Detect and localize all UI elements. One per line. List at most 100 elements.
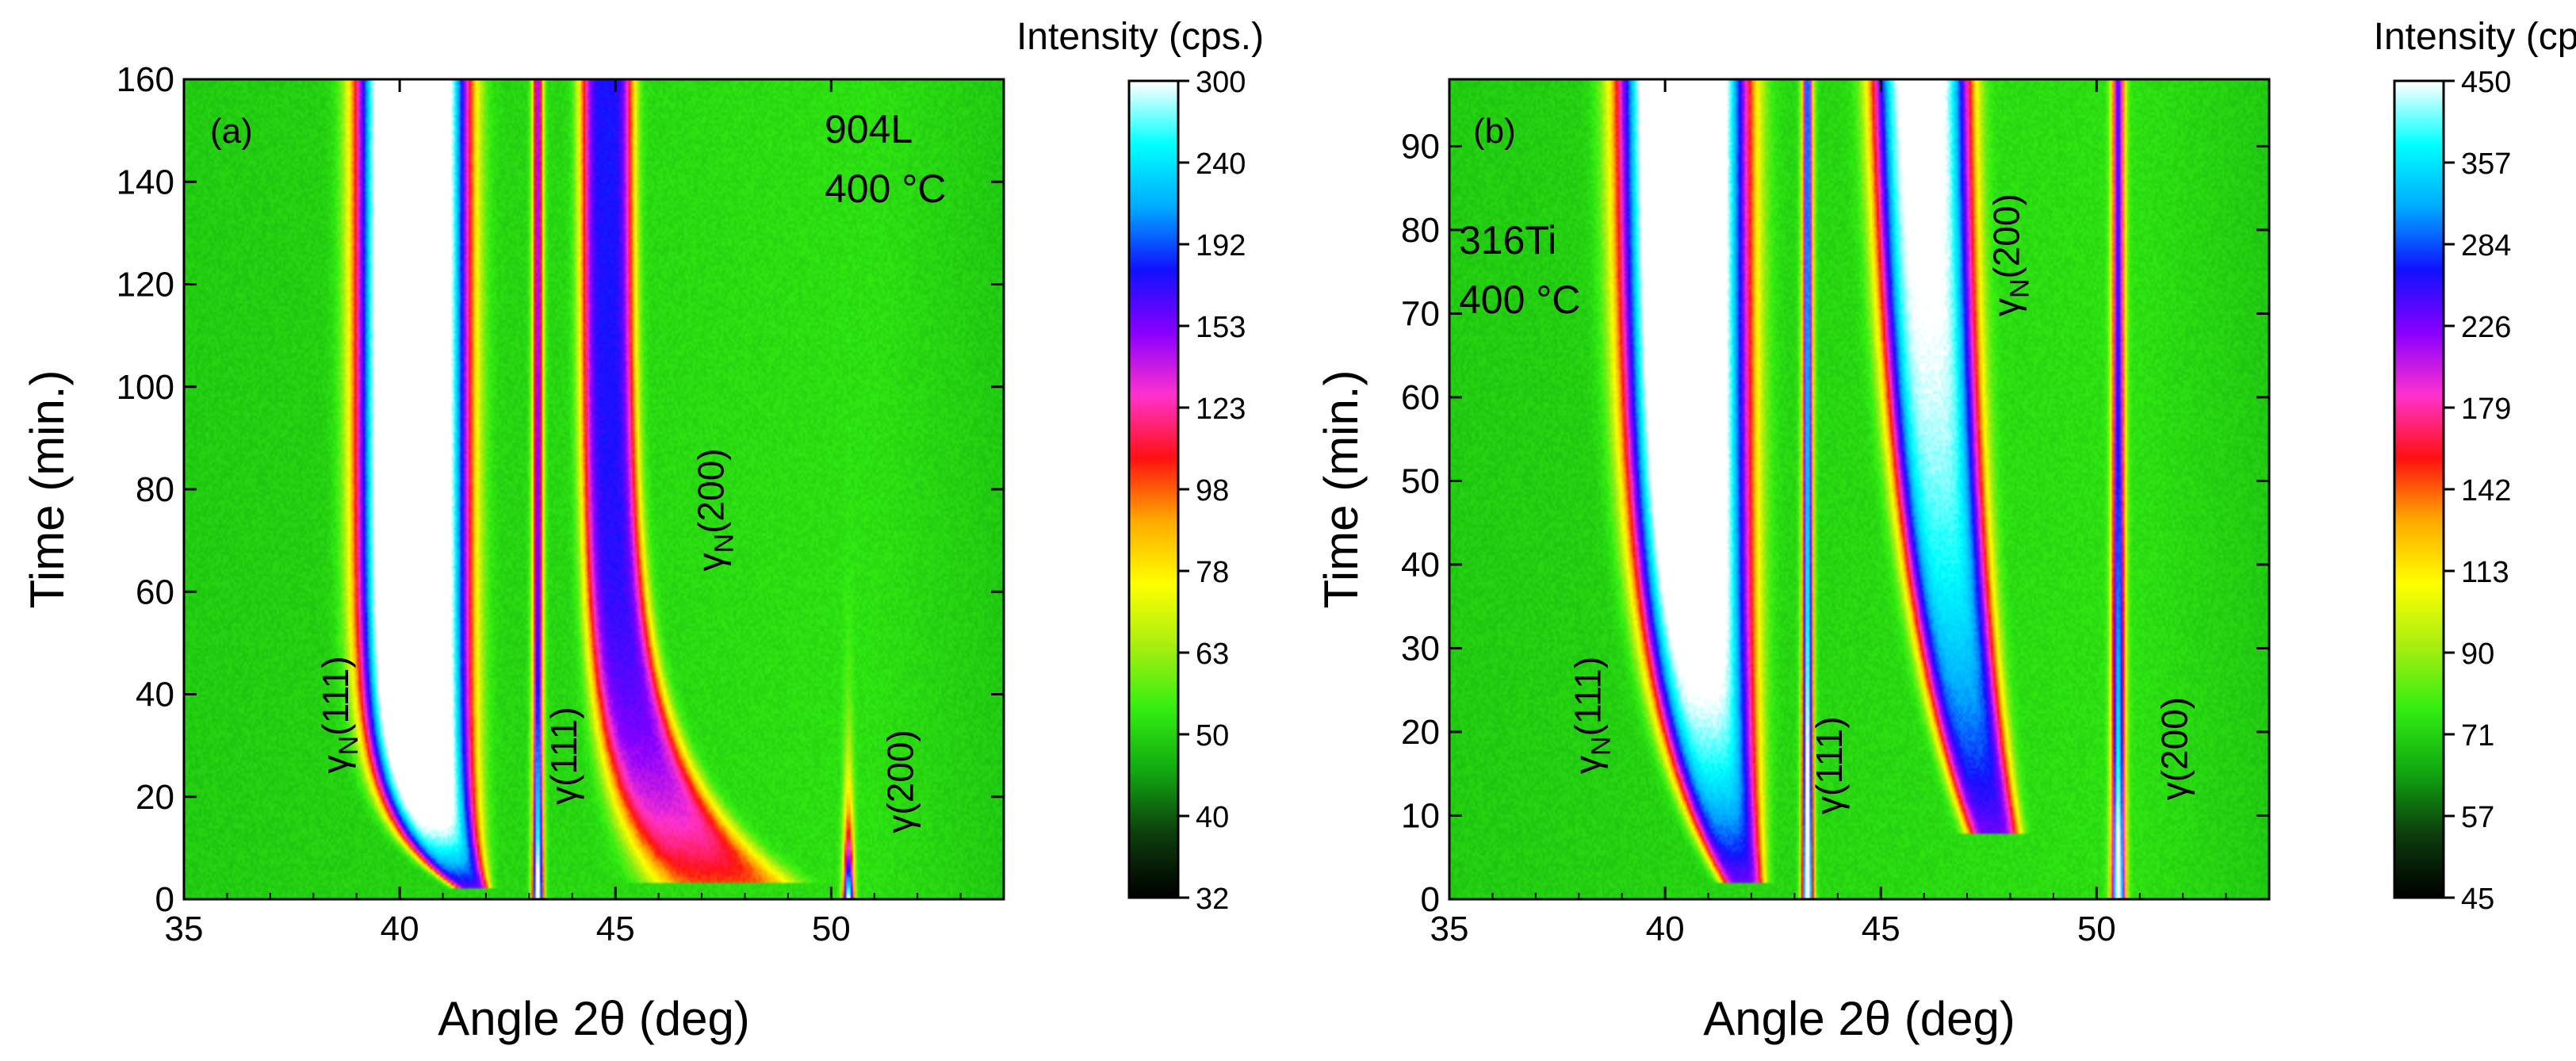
y-tick-label: 10 [1401,796,1440,835]
y-tick-label: 0 [1421,880,1440,919]
colorbar-tick-label: 40 [1196,801,1229,834]
y-tick-label: 60 [1401,378,1440,417]
x-tick-label: 35 [1430,910,1469,948]
x-ticks-b: 35 40 45 50 [1430,79,2270,948]
y-tick-label: 80 [136,470,174,509]
y-tick-label: 160 [117,60,174,99]
x-tick-label: 50 [812,910,851,948]
peak-label-hkl: (200) [690,448,731,533]
temperature-b: 400 °C [1459,278,1580,322]
y-tick-label: 80 [1401,211,1440,250]
peak-label-subscript: N [709,534,739,553]
y-tick-label: 100 [117,368,174,407]
y-tick-label: 40 [136,676,174,714]
heatmap-image-a [184,79,1004,899]
peak-label: γN(111) [1567,657,1616,774]
peak-label-symbol: γ [1809,796,1850,814]
colorbar-tick-label: 192 [1196,229,1246,262]
y-tick-label: 60 [136,573,174,611]
peak-label-subscript: N [2004,278,2034,298]
peak-label-hkl: (111) [543,707,584,787]
peak-label-hkl: (200) [1985,193,2027,278]
y-ticks-b: 0 10 20 30 40 50 60 70 80 90 [1401,127,2269,919]
y-axis-label-a: Time (min.) [21,370,74,608]
panel-label-a: (a) [210,112,253,151]
peak-labels-a: γN(111)γ(111)γN(200)γ(200) [315,448,921,833]
y-tick-label: 50 [1401,462,1440,500]
peak-label-hkl: (200) [2154,697,2195,782]
colorbar-tick-label: 71 [2461,719,2494,753]
y-tick-label: 120 [117,266,174,305]
peak-label-subscript: N [1586,736,1616,756]
panel-b: γN(111)γ(111)γN(200)γ(200) 35 40 45 50 0102… [1315,16,2576,1045]
peak-label-symbol: γ [1567,756,1608,774]
colorbar-tick-label: 284 [2461,229,2511,262]
temperature-a: 400 °C [825,167,946,211]
peak-label: γN(111) [315,656,364,773]
colorbar-tick-label: 113 [2461,556,2509,589]
colorbar-tick-label: 98 [1196,474,1229,508]
y-ticks-a: 0 20 40 60 80 100 120 140 160 [117,60,1004,919]
peak-label: γN(200) [1985,193,2034,316]
x-tick-label: 45 [596,910,635,948]
x-tick-label: 50 [2077,910,2116,948]
colorbar-title-a: Intensity (cps.) [1016,16,1264,58]
colorbar-tick-label: 153 [1196,311,1246,344]
peak-label: γ(111) [1809,716,1850,814]
colorbar-tick-label: 240 [1196,147,1246,181]
colorbar-tick-label: 32 [1196,883,1229,916]
colorbar-tick-label: 63 [1196,638,1229,671]
colorbar-tick-label: 179 [2461,393,2511,426]
plot-frame-b [1448,78,2271,901]
colorbar-image-a [1129,81,1178,898]
peak-label: γ(111) [543,707,584,805]
colorbar-ticks-b: 45 57 71 90 113 142 179 226 284 357 450 [2444,66,2511,916]
y-tick-label: 20 [1401,713,1440,752]
peak-label-hkl: (111) [1567,657,1608,737]
colorbar-tick-label: 50 [1196,719,1229,753]
y-tick-label: 0 [155,880,174,919]
colorbar-tick-label: 300 [1196,66,1246,99]
y-tick-label: 20 [136,778,174,817]
y-tick-label: 140 [117,163,174,201]
sample-name-b: 316Ti [1459,218,1556,262]
peak-label: γN(200) [690,448,739,571]
peak-label-symbol: γ [880,815,921,833]
peak-label: γ(200) [880,730,921,833]
panel-label-b: (b) [1473,112,1516,151]
peak-label-hkl: (111) [1809,716,1850,796]
peak-label-symbol: γ [315,755,356,773]
x-tick-label: 35 [165,910,204,948]
peak-label-hkl: (200) [880,730,921,814]
peak-label-symbol: γ [1985,298,2027,316]
peak-label-subscript: N [334,736,364,756]
x-tick-label: 40 [1646,910,1685,948]
peak-label-symbol: γ [543,787,584,805]
sample-name-a: 904L [825,107,913,151]
colorbar-tick-label: 123 [1196,393,1246,426]
colorbar-image-b [2394,81,2444,898]
peak-label-symbol: γ [690,553,731,571]
x-ticks-a: 35 40 45 50 [165,79,1005,948]
colorbar-title-b: Intensity (cps) [2374,16,2576,58]
peak-labels-b: γN(111)γ(111)γN(200)γ(200) [1567,193,2195,814]
x-axis-label-a: Angle 2θ (deg) [438,992,750,1045]
colorbar-tick-label: 90 [2461,638,2494,671]
x-tick-label: 45 [1862,910,1900,948]
x-tick-label: 40 [381,910,419,948]
y-tick-label: 70 [1401,294,1440,333]
colorbar-tick-label: 45 [2461,883,2494,916]
y-tick-label: 90 [1401,127,1440,166]
panel-a: γN(111)γ(111)γN(200)γ(200) 35 40 45 50 0204… [21,16,1264,1045]
peak-label-symbol: γ [2154,782,2195,800]
heatmap-image-b [1449,79,2269,899]
peak-label-hkl: (111) [315,656,356,736]
colorbar-ticks-a: 32 40 50 63 78 98 123 153 192 240 300 [1178,66,1246,916]
colorbar-tick-label: 226 [2461,311,2511,344]
colorbar-tick-label: 450 [2461,66,2511,99]
y-tick-label: 30 [1401,629,1440,668]
colorbar-tick-label: 78 [1196,556,1229,589]
peak-label: γ(200) [2154,697,2195,800]
colorbar-tick-label: 142 [2461,474,2511,508]
